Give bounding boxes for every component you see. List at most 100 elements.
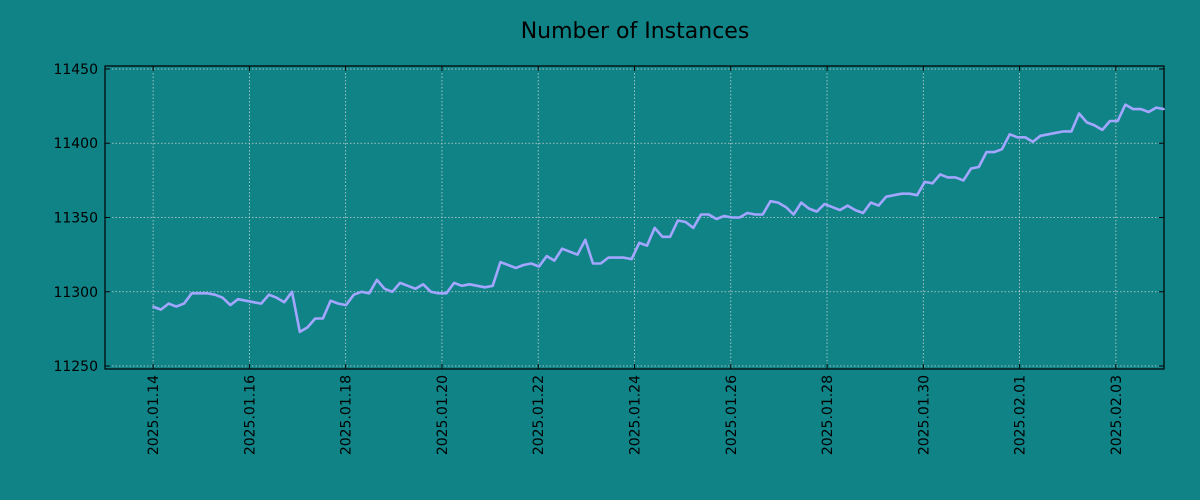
data-point [908,192,911,195]
data-point [1031,140,1034,143]
data-point [1163,108,1165,110]
data-point [460,284,463,287]
series-line [152,103,1165,334]
data-point [839,209,841,212]
data-point [1085,121,1088,124]
data-point [607,256,610,259]
data-point [723,215,726,217]
data-point [877,204,880,207]
data-point [622,256,625,259]
data-point [221,296,224,299]
data-point [1147,111,1150,113]
data-point [568,250,571,253]
data-point [468,283,471,286]
data-point [507,264,509,266]
data-point [499,261,502,263]
data-point [923,181,926,183]
data-point [1039,134,1042,137]
data-point [1055,131,1057,134]
data-point [291,290,293,293]
data-point [445,292,448,295]
data-point [661,235,664,238]
data-point [754,213,756,216]
data-point [260,302,263,305]
data-point [584,238,587,241]
data-point [406,284,409,287]
data-point [769,200,772,203]
data-point [229,304,232,306]
data-point [1132,108,1134,110]
data-point [244,299,247,302]
data-point [1008,133,1011,136]
y-tick-label: 11250 [53,359,98,375]
data-point [846,204,849,207]
data-point [1124,103,1127,106]
chart-title: Number of Instances [521,19,750,44]
data-point [800,201,803,204]
data-point [352,293,355,296]
data-point [167,302,170,305]
data-point [1101,129,1104,131]
x-tick-label: 2025.01.28 [820,375,836,455]
data-point [422,283,425,286]
data-point [646,244,648,247]
data-point [322,317,324,320]
data-point [823,203,826,206]
x-tick-label: 2025.01.26 [724,375,740,455]
data-point [977,166,980,168]
data-point [198,292,201,295]
data-point [1155,106,1158,109]
data-point [275,296,278,299]
x-tick-label: 2025.01.14 [146,375,162,455]
data-point [900,192,903,195]
x-tick-label: 2025.02.01 [1013,375,1029,455]
data-point [522,264,525,266]
data-point [630,258,633,260]
data-point [183,302,185,305]
data-point [252,301,255,304]
data-point [337,302,340,305]
data-point [206,292,209,295]
data-point [430,290,432,293]
x-tick-label: 2025.01.22 [531,375,547,455]
data-point [1140,108,1142,110]
data-point [1093,124,1096,127]
data-point [376,279,378,281]
data-point [1024,136,1026,139]
data-point [638,241,641,244]
data-point [214,293,216,296]
y-tick-label: 11450 [53,62,98,78]
data-point [893,194,895,197]
data-point [345,304,347,306]
data-point [545,255,548,257]
data-point [329,299,332,302]
data-point [391,290,394,293]
data-point [692,227,695,229]
x-tick-label: 2025.01.16 [242,375,258,455]
y-tick-label: 11400 [53,136,98,152]
data-point [175,305,178,308]
data-point [947,176,949,179]
data-point [785,206,787,209]
y-tick-label: 11300 [53,285,98,301]
x-tick-label: 2025.02.03 [1109,375,1125,455]
data-point [885,195,888,198]
data-point [808,207,810,210]
x-axis: 2025.01.14 2025.01.16 2025.01.18 2025.01.20… [146,66,1125,455]
x-tick-label: 2025.01.30 [916,375,932,455]
data-point [298,331,301,333]
data-point [283,301,286,304]
data-point [1062,130,1065,133]
data-point [368,292,371,295]
data-point [869,201,872,204]
data-point [437,292,440,295]
data-point [453,282,455,284]
data-point [962,179,965,182]
data-point [1109,120,1111,122]
data-point [476,284,479,287]
data-point [777,201,780,204]
data-point [530,262,533,265]
data-point [1078,112,1080,115]
grid [105,66,1164,369]
data-point [715,218,718,220]
